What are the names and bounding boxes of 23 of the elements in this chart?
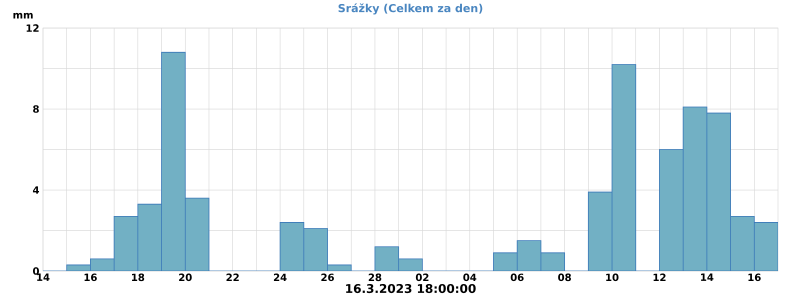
y-tick-label: 12 [26, 24, 39, 32]
x-tick-label: 14 [37, 274, 50, 281]
y-tick-label: 8 [33, 105, 39, 113]
x-tick-label: 16 [84, 274, 97, 282]
y-tick-label: 0 [33, 267, 39, 275]
y-axis-title: mm [13, 12, 33, 18]
y-tick-label: 4 [32, 186, 40, 194]
x-tick-label: 12 [654, 274, 666, 281]
x-tick-label: 08 [558, 274, 571, 282]
x-tick-label: 16 [748, 274, 761, 282]
x-tick-label: 20 [179, 274, 192, 282]
x-tick-label: 14 [701, 274, 714, 281]
x-tick-label: 04 [463, 274, 476, 282]
x-tick-label: 18 [132, 274, 144, 282]
x-tick-label: 10 [606, 274, 619, 282]
x-tick-label: 24 [274, 274, 287, 281]
x-tick-label: 02 [416, 274, 428, 282]
x-axis-title: 16.3.2023 18:00:00 [346, 284, 476, 294]
x-tick-label: 06 [510, 274, 524, 282]
x-tick-label: 28 [368, 274, 382, 282]
x-tick-label: 26 [321, 274, 334, 282]
chart-title: Srážky (Celkem za den) [338, 3, 482, 14]
x-tick-label: 22 [226, 274, 239, 281]
